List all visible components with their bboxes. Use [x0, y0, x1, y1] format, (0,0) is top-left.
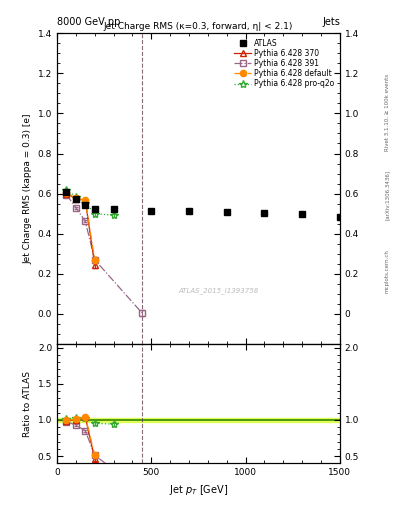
Text: mcplots.cern.ch: mcplots.cern.ch — [385, 249, 390, 293]
Y-axis label: Jet Charge RMS (kappa = 0.3) [e]: Jet Charge RMS (kappa = 0.3) [e] — [23, 113, 32, 264]
Bar — [57, 418, 340, 422]
Text: [arXiv:1306.3436]: [arXiv:1306.3436] — [385, 169, 390, 220]
Text: Jets: Jets — [322, 16, 340, 27]
Text: 8000 GeV pp: 8000 GeV pp — [57, 16, 120, 27]
Title: Jet Charge RMS (κ=0.3, forward, η| < 2.1): Jet Charge RMS (κ=0.3, forward, η| < 2.1… — [104, 22, 293, 31]
Text: Rivet 3.1.10, ≥ 100k events: Rivet 3.1.10, ≥ 100k events — [385, 74, 390, 151]
Text: ATLAS_2015_I1393758: ATLAS_2015_I1393758 — [178, 288, 258, 294]
X-axis label: Jet $p_T$ [GeV]: Jet $p_T$ [GeV] — [169, 483, 228, 497]
Y-axis label: Ratio to ATLAS: Ratio to ATLAS — [23, 371, 32, 437]
Legend: ATLAS, Pythia 6.428 370, Pythia 6.428 391, Pythia 6.428 default, Pythia 6.428 pr: ATLAS, Pythia 6.428 370, Pythia 6.428 39… — [233, 37, 336, 90]
